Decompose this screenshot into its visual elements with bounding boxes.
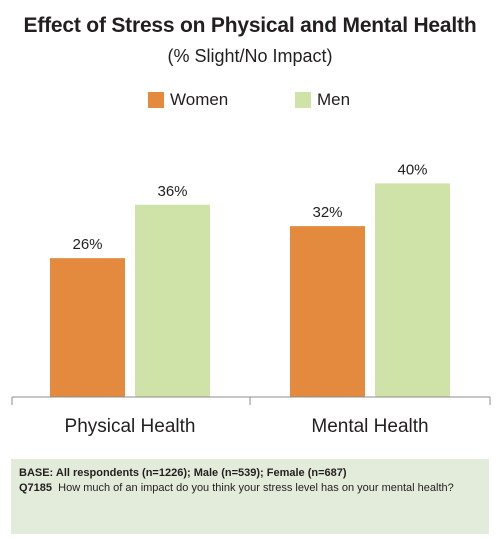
- bar-mental-health-women: [290, 226, 365, 397]
- data-label-mental-health-women: 32%: [312, 204, 342, 221]
- bar-physical-health-men: [135, 204, 210, 397]
- footnote-question-code: Q7185: [19, 482, 53, 494]
- x-tick-label-mental-health: Mental Health: [311, 416, 428, 437]
- footnote-question: Q7185 How much of an impact do you think…: [19, 481, 481, 496]
- bar-physical-health-women: [50, 258, 125, 397]
- footnote-box: BASE: All respondents (n=1226); Male (n=…: [11, 459, 489, 534]
- data-label-physical-health-men: 36%: [157, 183, 187, 200]
- chart-legend: Women Men: [0, 90, 500, 114]
- data-label-mental-health-men: 40%: [397, 161, 427, 178]
- footnote-question-text: How much of an impact do you think your …: [58, 482, 454, 494]
- legend-label-men: Men: [317, 90, 351, 109]
- legend-item-women: Women: [148, 90, 228, 110]
- footnote-base: BASE: All respondents (n=1226); Male (n=…: [19, 467, 347, 479]
- bar-mental-health-men: [375, 183, 450, 397]
- legend-swatch-women: [148, 92, 164, 108]
- chart-title: Effect of Stress on Physical and Mental …: [23, 14, 477, 37]
- legend-swatch-men: [295, 92, 311, 108]
- chart-subtitle: (% Slight/No Impact): [167, 46, 333, 66]
- x-tick-label-physical-health: Physical Health: [65, 416, 196, 437]
- legend-item-men: Men: [295, 90, 350, 110]
- data-label-physical-health-women: 26%: [72, 236, 102, 253]
- legend-label-women: Women: [170, 90, 229, 109]
